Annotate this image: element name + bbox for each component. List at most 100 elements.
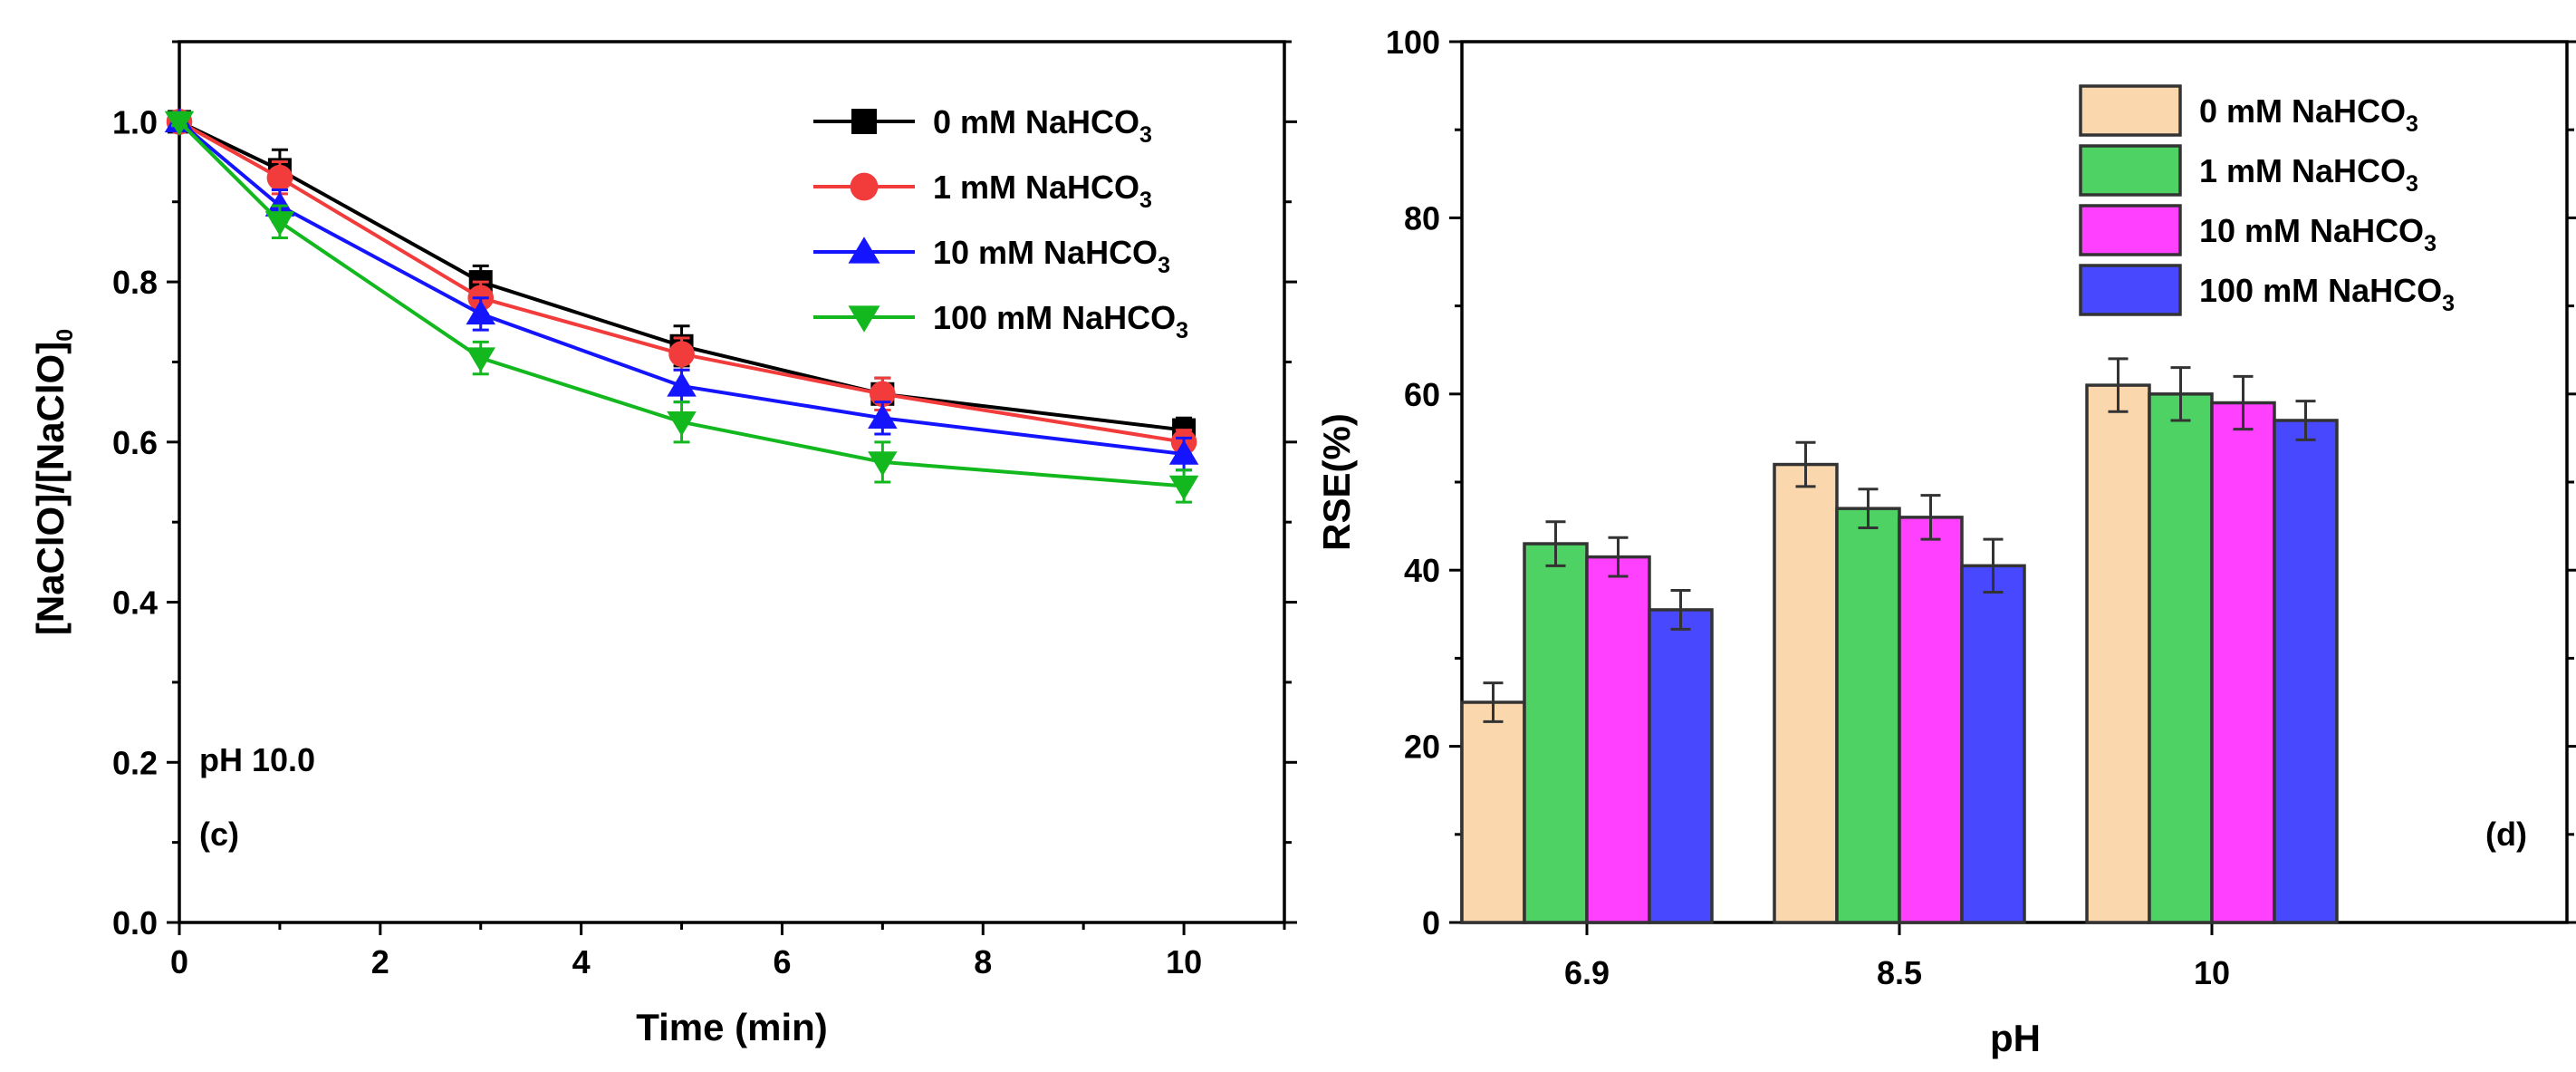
series-line bbox=[178, 120, 1185, 432]
legend-label-d: 10 mM NaHCO3 bbox=[2199, 212, 2437, 256]
series-line bbox=[178, 120, 1185, 488]
x-tick-label-c: 8 bbox=[974, 943, 992, 980]
triangle-up-marker bbox=[466, 299, 495, 325]
bar bbox=[2148, 392, 2214, 924]
y-tick-label-d: 60 bbox=[1404, 376, 1440, 413]
series-c-3 bbox=[164, 111, 1199, 504]
legend-label-main: 100 mM NaHCO bbox=[933, 299, 1176, 336]
triangle-down-marker bbox=[667, 411, 697, 437]
legend-label-main: 0 mM NaHCO bbox=[2199, 92, 2406, 130]
panel-label-d: (d) bbox=[2485, 816, 2527, 853]
bar bbox=[1585, 555, 1651, 924]
y-axis-title-c: [NaClO]/[NaClO]0 bbox=[29, 329, 78, 635]
y-tick-label-d: 100 bbox=[1386, 24, 1440, 61]
legend-label-c: 0 mM NaHCO3 bbox=[933, 103, 1152, 148]
bar bbox=[1898, 516, 1964, 924]
circle-marker bbox=[668, 341, 695, 367]
legend-label-main: 100 mM NaHCO bbox=[2199, 272, 2442, 309]
x-tick-label-c: 6 bbox=[773, 943, 791, 980]
y-tick-label-c: 0.4 bbox=[112, 584, 158, 622]
x-tick-label-c: 4 bbox=[572, 943, 591, 980]
y-tick-label-c: 0.0 bbox=[112, 904, 158, 942]
error-bar bbox=[1983, 537, 2004, 594]
triangle-down-marker bbox=[868, 451, 898, 477]
series-line bbox=[178, 120, 1185, 444]
triangle-down-marker bbox=[1168, 475, 1199, 501]
y-tick-label-d: 40 bbox=[1404, 552, 1440, 589]
bar bbox=[1960, 564, 2026, 924]
bar bbox=[1773, 462, 1839, 924]
legend-label-c: 100 mM NaHCO3 bbox=[933, 299, 1188, 343]
triangle-up-marker bbox=[264, 191, 295, 217]
legend-swatch-d bbox=[2079, 84, 2182, 137]
legend-label-sub: 3 bbox=[2442, 291, 2455, 316]
x-tick-label-d: 6.9 bbox=[1564, 954, 1610, 991]
legend-label-sub: 3 bbox=[1139, 122, 1152, 148]
legend-label-sub: 3 bbox=[2424, 231, 2437, 256]
panel-label-c: (c) bbox=[199, 816, 239, 853]
legend-label-sub: 3 bbox=[2406, 171, 2418, 197]
legend-swatch-d bbox=[2079, 264, 2182, 316]
y-tick-label-d: 20 bbox=[1404, 729, 1440, 766]
y-tick-label-d: 0 bbox=[1422, 904, 1440, 942]
x-tick-label-d: 8.5 bbox=[1877, 954, 1922, 991]
x-tick-label-d: 10 bbox=[2194, 954, 2230, 991]
legend-label-d: 0 mM NaHCO3 bbox=[2199, 92, 2418, 137]
y-axis-title-c-main: [NaClO]/[NaClO] bbox=[29, 342, 72, 635]
y-tick-label-c: 0.6 bbox=[112, 424, 158, 461]
ph-annotation: pH 10.0 bbox=[199, 741, 315, 778]
triangle-up-marker bbox=[868, 403, 898, 430]
x-axis-title-c: Time (min) bbox=[636, 1006, 828, 1048]
axis-ticks-d: 0 20 40 60 80 100 6.9 8.5 10 bbox=[1386, 24, 2576, 991]
triangle-down-marker bbox=[466, 347, 495, 372]
y-tick-label-c: 0.2 bbox=[112, 744, 158, 781]
series-group-c bbox=[164, 107, 1199, 504]
legend-label-sub: 3 bbox=[2406, 111, 2418, 137]
bar bbox=[1460, 700, 1526, 924]
error-bar bbox=[2170, 366, 2191, 422]
legend-label-c: 1 mM NaHCO3 bbox=[933, 169, 1152, 213]
plot-frame-c bbox=[178, 40, 1286, 924]
circle-marker bbox=[850, 172, 879, 201]
series-line bbox=[178, 120, 1185, 457]
triangle-up-marker bbox=[848, 237, 880, 264]
error-bar bbox=[1483, 681, 1504, 723]
y-tick-label-d: 80 bbox=[1404, 199, 1440, 237]
legend-label-c: 10 mM NaHCO3 bbox=[933, 234, 1170, 278]
error-bar bbox=[1608, 536, 1629, 578]
legend-label-d: 100 mM NaHCO3 bbox=[2199, 272, 2455, 316]
y-tick-label-c: 1.0 bbox=[112, 103, 158, 140]
error-bar bbox=[2295, 400, 2316, 441]
legend-swatch-d bbox=[2079, 144, 2182, 197]
legend-label-main: 10 mM NaHCO bbox=[2199, 212, 2424, 249]
bar bbox=[2273, 419, 2339, 924]
error-bar bbox=[1858, 488, 1879, 530]
bar bbox=[2210, 401, 2276, 924]
x-tick-label-c: 0 bbox=[170, 943, 188, 980]
legend-label-sub: 3 bbox=[1176, 318, 1188, 343]
error-bar bbox=[1920, 494, 1941, 541]
legend-label-d: 1 mM NaHCO3 bbox=[2199, 152, 2418, 197]
triangle-down-marker bbox=[848, 305, 880, 333]
legend-label-main: 1 mM NaHCO bbox=[2199, 152, 2406, 189]
legend-swatch-d bbox=[2079, 204, 2182, 256]
x-tick-label-c: 10 bbox=[1166, 943, 1202, 980]
legend-label-main: 0 mM NaHCO bbox=[933, 103, 1139, 140]
y-tick-label-c: 0.8 bbox=[112, 264, 158, 301]
legend-label-sub: 3 bbox=[1139, 188, 1152, 213]
axis-ticks-c: 0 2 4 6 8 10 0.0 0.2 0.4 0.6 0.8 1.0 bbox=[112, 40, 1297, 980]
square-marker bbox=[851, 109, 877, 134]
y-axis-title-d: RSE(%) bbox=[1315, 413, 1358, 551]
triangle-down-marker bbox=[164, 111, 195, 136]
error-bar bbox=[1670, 589, 1691, 631]
bar bbox=[1523, 542, 1589, 924]
series-c-1 bbox=[166, 109, 1197, 456]
error-bar bbox=[2108, 357, 2129, 413]
circle-marker bbox=[870, 381, 896, 408]
error-bar bbox=[1795, 440, 1816, 488]
x-tick-label-c: 2 bbox=[371, 943, 389, 980]
